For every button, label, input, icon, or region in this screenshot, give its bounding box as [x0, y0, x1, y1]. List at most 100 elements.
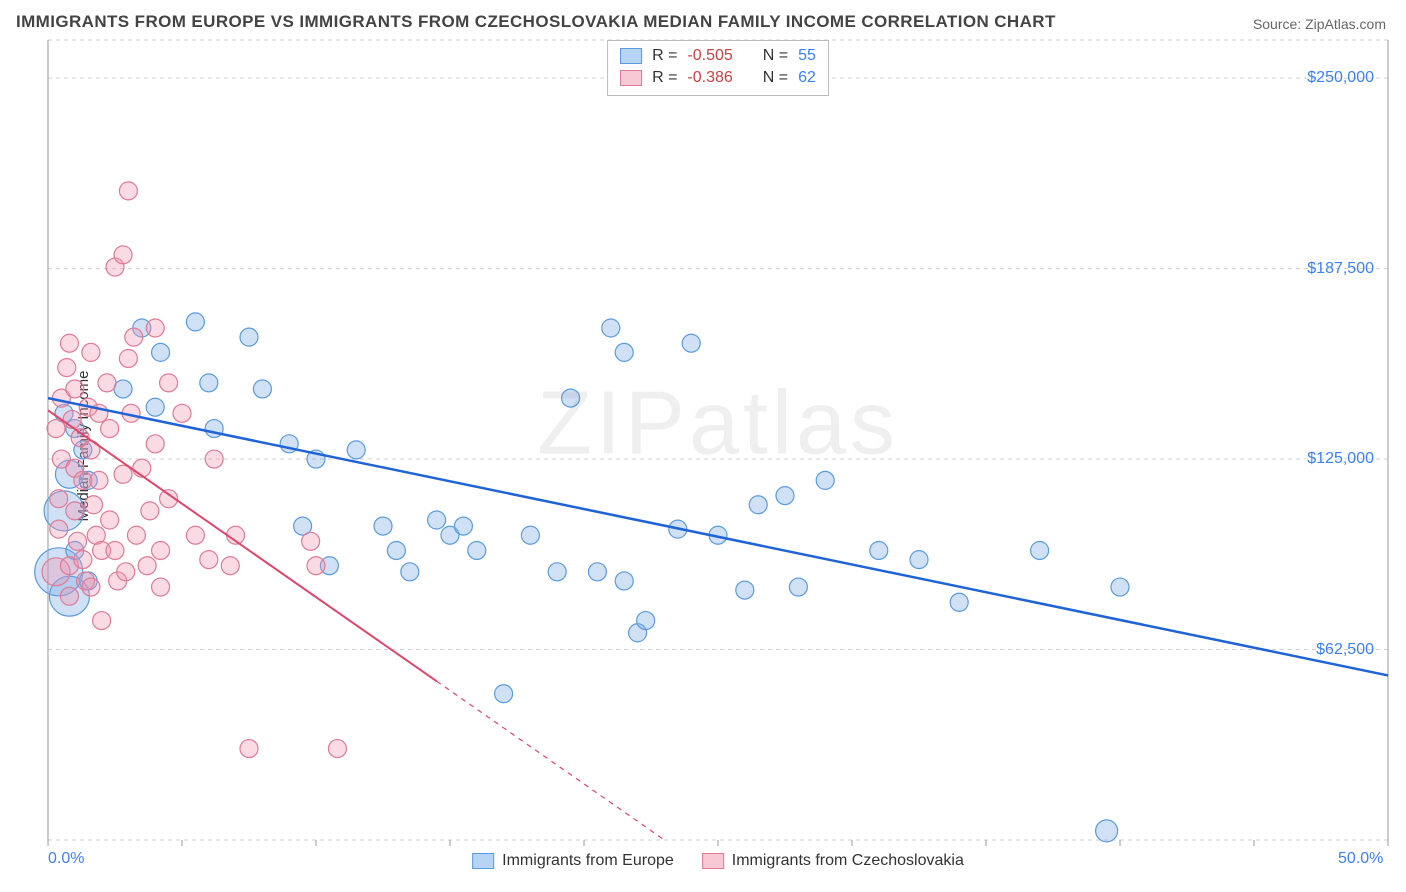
source-attribution: Source: ZipAtlas.com: [1253, 16, 1386, 32]
y-tick-label: $187,500: [1307, 260, 1374, 278]
legend-swatch: [620, 48, 642, 64]
data-point-czechoslovakia: [127, 526, 145, 544]
data-point-czechoslovakia: [63, 410, 81, 428]
stats-legend-box: R =-0.505N =55R =-0.386N =62: [607, 40, 829, 96]
data-point-europe: [602, 319, 620, 337]
data-point-czechoslovakia: [205, 450, 223, 468]
data-point-czechoslovakia: [106, 541, 124, 559]
data-point-czechoslovakia: [90, 471, 108, 489]
data-point-europe: [588, 563, 606, 581]
data-point-czechoslovakia: [160, 374, 178, 392]
data-point-europe: [240, 328, 258, 346]
data-point-europe: [749, 496, 767, 514]
data-point-czechoslovakia: [47, 420, 65, 438]
data-point-europe: [1096, 820, 1118, 842]
data-point-czechoslovakia: [117, 563, 135, 581]
trend-line-dashed-czechoslovakia: [437, 681, 665, 840]
r-label: R =: [652, 47, 677, 65]
data-point-czechoslovakia: [173, 404, 191, 422]
data-point-czechoslovakia: [152, 541, 170, 559]
data-point-czechoslovakia: [119, 182, 137, 200]
data-point-czechoslovakia: [58, 359, 76, 377]
trend-line-europe: [48, 398, 1388, 675]
data-point-europe: [468, 541, 486, 559]
data-point-czechoslovakia: [101, 511, 119, 529]
data-point-czechoslovakia: [93, 612, 111, 630]
data-point-europe: [114, 380, 132, 398]
data-point-europe: [870, 541, 888, 559]
n-label: N =: [763, 69, 788, 87]
data-point-czechoslovakia: [60, 334, 78, 352]
data-point-czechoslovakia: [186, 526, 204, 544]
data-point-europe: [253, 380, 271, 398]
stats-row: R =-0.505N =55: [620, 45, 816, 67]
data-point-europe: [816, 471, 834, 489]
data-point-czechoslovakia: [68, 532, 86, 550]
source-prefix: Source:: [1253, 16, 1305, 32]
data-point-czechoslovakia: [328, 740, 346, 758]
data-point-europe: [736, 581, 754, 599]
data-point-europe: [548, 563, 566, 581]
data-point-czechoslovakia: [302, 532, 320, 550]
data-point-czechoslovakia: [50, 520, 68, 538]
data-point-europe: [615, 572, 633, 590]
data-point-czechoslovakia: [138, 557, 156, 575]
r-label: R =: [652, 69, 677, 87]
data-point-europe: [637, 612, 655, 630]
data-point-czechoslovakia: [82, 578, 100, 596]
data-point-europe: [146, 398, 164, 416]
data-point-europe: [200, 374, 218, 392]
legend-item: Immigrants from Czechoslovakia: [702, 852, 964, 870]
r-value: -0.386: [687, 69, 732, 87]
data-point-europe: [1031, 541, 1049, 559]
source-link[interactable]: ZipAtlas.com: [1305, 16, 1386, 32]
data-point-czechoslovakia: [66, 380, 84, 398]
data-point-europe: [682, 334, 700, 352]
n-value: 62: [798, 69, 816, 87]
legend-swatch: [702, 853, 724, 869]
data-point-europe: [401, 563, 419, 581]
data-point-europe: [562, 389, 580, 407]
data-point-czechoslovakia: [146, 435, 164, 453]
data-point-europe: [789, 578, 807, 596]
x-tick-label: 0.0%: [48, 850, 84, 868]
data-point-czechoslovakia: [74, 551, 92, 569]
data-point-czechoslovakia: [82, 343, 100, 361]
data-point-europe: [428, 511, 446, 529]
n-label: N =: [763, 47, 788, 65]
data-point-europe: [186, 313, 204, 331]
data-point-czechoslovakia: [200, 551, 218, 569]
data-point-czechoslovakia: [240, 740, 258, 758]
data-point-europe: [615, 343, 633, 361]
y-tick-label: $250,000: [1307, 69, 1374, 87]
data-point-czechoslovakia: [85, 496, 103, 514]
data-point-europe: [910, 551, 928, 569]
data-point-czechoslovakia: [146, 319, 164, 337]
data-point-czechoslovakia: [101, 420, 119, 438]
data-point-czechoslovakia: [50, 490, 68, 508]
x-tick-label: 50.0%: [1338, 850, 1383, 868]
data-point-czechoslovakia: [114, 246, 132, 264]
r-value: -0.505: [687, 47, 732, 65]
y-tick-label: $62,500: [1316, 641, 1374, 659]
data-point-europe: [347, 441, 365, 459]
plot-area: ZIPatlas $62,500$125,000$187,500$250,000…: [48, 40, 1388, 840]
y-tick-label: $125,000: [1307, 450, 1374, 468]
legend-label: Immigrants from Czechoslovakia: [732, 852, 964, 870]
chart-title: IMMIGRANTS FROM EUROPE VS IMMIGRANTS FRO…: [16, 12, 1056, 32]
data-point-czechoslovakia: [60, 587, 78, 605]
data-point-czechoslovakia: [74, 471, 92, 489]
data-point-czechoslovakia: [119, 349, 137, 367]
data-point-europe: [950, 593, 968, 611]
data-point-europe: [152, 343, 170, 361]
data-point-europe: [387, 541, 405, 559]
data-point-europe: [776, 487, 794, 505]
data-point-czechoslovakia: [307, 557, 325, 575]
data-point-czechoslovakia: [141, 502, 159, 520]
data-point-europe: [374, 517, 392, 535]
data-point-czechoslovakia: [66, 502, 84, 520]
data-point-europe: [495, 685, 513, 703]
scatter-chart: [48, 40, 1388, 840]
stats-row: R = -0.386 N = 62: [620, 67, 816, 89]
data-point-czechoslovakia: [152, 578, 170, 596]
